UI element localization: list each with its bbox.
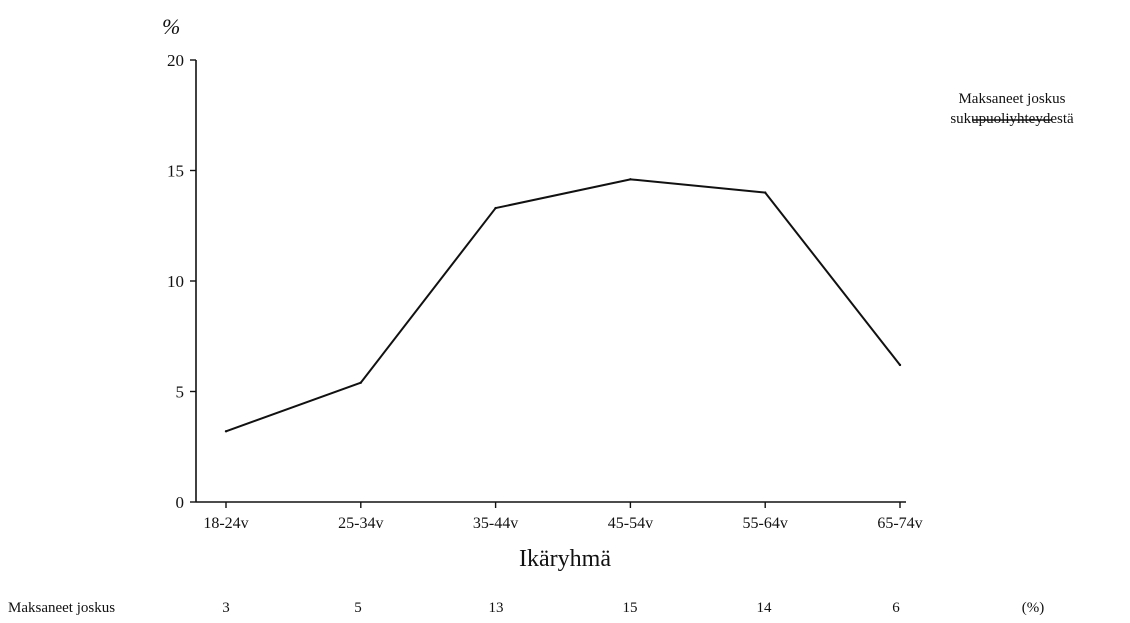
y-tick-label: 10 [167,272,184,291]
x-tick-label: 35-44v [473,515,518,532]
y-tick-label: 0 [176,493,185,512]
data-point [494,206,497,210]
legend-label-line1: Maksaneet joskus [958,91,1065,107]
legend-label-line2: sukupuoliyhteydestä [950,111,1074,127]
y-tick-label: 5 [176,383,185,402]
x-tick-label: 18-24v [203,515,248,532]
data-point [898,363,902,367]
y-unit-label: % [162,14,180,39]
data-point [629,178,632,181]
x-tick-label: 55-64v [743,515,788,532]
x-tick-label: 65-74v [877,515,922,532]
table-value: 5 [354,600,362,616]
legend: Maksaneet joskus sukupuoliyhteydestä [950,91,1074,127]
table-values: 3 5 13 15 14 6 [222,600,900,616]
x-ticks: 18-24v 25-34v 35-44v 45-54v 55-64v 65-74v [203,502,923,532]
y-ticks: 0 5 10 15 20 [167,51,196,512]
x-tick-label: 45-54v [608,515,653,532]
table-value: 6 [892,600,900,616]
x-axis-label: Ikäryhmä [519,546,611,572]
table-value: 15 [623,600,638,616]
x-tick-label: 25-34v [338,515,383,532]
data-point [359,381,362,384]
table-value: 13 [489,600,504,616]
data-points [224,178,902,433]
y-tick-label: 20 [167,51,184,70]
table-value: 14 [757,600,773,616]
table-value: 3 [222,600,230,616]
series-line [225,178,901,433]
data-point [224,430,228,433]
table-unit: (%) [1022,600,1045,616]
data-table: Maksaneet joskus 3 5 13 15 14 6 (%) [8,600,1044,616]
y-tick-label: 15 [167,162,184,181]
table-row-label: Maksaneet joskus [8,600,115,616]
data-point [764,191,767,194]
